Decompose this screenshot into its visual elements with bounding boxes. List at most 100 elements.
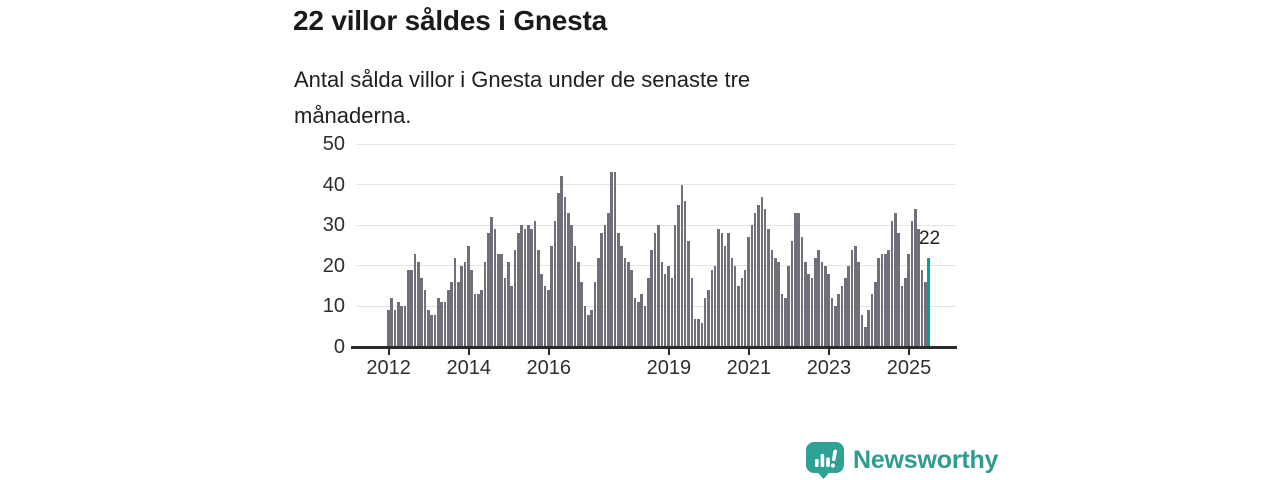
bar [880, 253, 884, 347]
x-axis-tick-label: 2014 [446, 357, 491, 379]
bar [810, 277, 814, 347]
bar [450, 282, 453, 347]
bar [430, 314, 433, 347]
bar [797, 213, 800, 347]
bar [533, 221, 537, 347]
bar [893, 213, 897, 347]
bar [720, 233, 724, 347]
bar [620, 245, 624, 347]
bar [597, 257, 600, 347]
bar [707, 290, 710, 347]
bar [517, 233, 520, 347]
bar [630, 269, 634, 347]
bar [747, 237, 750, 347]
bar [627, 261, 630, 347]
bar [790, 241, 794, 347]
bar [770, 249, 774, 347]
bar [887, 249, 890, 347]
bar [457, 282, 460, 347]
bar [743, 269, 747, 347]
bar [600, 233, 604, 347]
bar [793, 213, 797, 347]
bar [763, 208, 767, 347]
bar [640, 294, 644, 347]
x-axis-tick [747, 348, 750, 355]
bar [840, 286, 844, 347]
bar [470, 269, 473, 347]
bar [693, 318, 697, 347]
bar [513, 249, 517, 347]
bar [497, 253, 500, 347]
bar [740, 277, 744, 347]
bar [803, 261, 807, 347]
bar [547, 290, 550, 347]
bar [463, 261, 467, 347]
bar [690, 277, 694, 347]
bar [397, 302, 400, 347]
bar [593, 282, 597, 347]
gridline [357, 305, 956, 307]
bar [467, 245, 470, 347]
bar [387, 310, 390, 347]
bar [710, 269, 714, 347]
bar [633, 298, 637, 347]
x-axis-tick [907, 348, 910, 355]
x-axis-tick-label: 2025 [886, 357, 932, 379]
bar [490, 217, 493, 347]
bar [410, 269, 413, 347]
bar [850, 249, 854, 347]
bar [587, 314, 590, 347]
bar [570, 225, 574, 347]
bar [857, 261, 860, 347]
bar [543, 286, 547, 347]
bar [860, 314, 864, 347]
bar [787, 265, 790, 347]
bar [637, 302, 640, 347]
x-axis-tick-label: 2021 [726, 357, 772, 379]
bar [407, 269, 410, 347]
bar [623, 257, 627, 347]
bar [473, 294, 477, 347]
bar [660, 261, 664, 347]
bar [447, 290, 450, 347]
bar [550, 245, 554, 347]
x-axis-line [351, 346, 957, 349]
bar [530, 229, 534, 347]
x-axis-tick [467, 348, 470, 355]
x-axis-tick-label: 2016 [526, 357, 572, 379]
bar [813, 257, 817, 347]
bar [900, 286, 904, 347]
bar [863, 326, 867, 347]
bar [560, 176, 564, 347]
bar [653, 233, 657, 347]
chart-subtitle: Antal sålda villor i Gnesta under de sen… [294, 67, 751, 128]
bar [417, 261, 420, 347]
bar [677, 204, 680, 347]
bar [510, 286, 513, 347]
bar [687, 241, 690, 347]
y-axis-tick-label: 30 [322, 214, 345, 237]
bar [487, 233, 490, 347]
bar [750, 225, 754, 347]
bar [413, 253, 417, 347]
bar [553, 221, 557, 347]
bar [713, 265, 717, 347]
bar [400, 306, 403, 347]
x-axis-tick [547, 348, 550, 355]
x-axis-tick [667, 348, 670, 355]
bar [877, 257, 880, 347]
bar-latest-highlighted [927, 257, 930, 347]
bars-container [355, 144, 956, 347]
bar [843, 277, 847, 347]
bar [867, 310, 870, 347]
bar [617, 233, 620, 347]
bar [437, 298, 440, 347]
bar [757, 204, 760, 347]
bar [807, 273, 810, 347]
y-axis-tick-label: 50 [322, 133, 345, 155]
bar [730, 257, 734, 347]
bar [780, 294, 784, 347]
bar [440, 302, 443, 347]
bar [733, 265, 737, 347]
bar [823, 265, 827, 347]
